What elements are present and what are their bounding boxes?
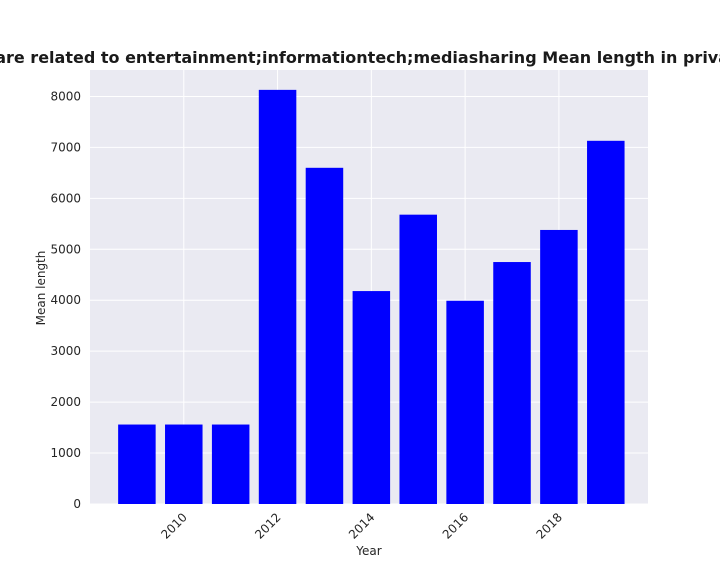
- bar-2019: [587, 140, 625, 504]
- y-tick-label: 6000: [50, 191, 81, 205]
- y-tick-label: 7000: [50, 140, 81, 154]
- y-tick-label: 3000: [50, 344, 81, 358]
- y-axis-ticks: 0 1000 2000 3000 4000 5000 6000 7000 8000: [50, 89, 81, 511]
- bars: [118, 89, 625, 505]
- x-tick-label: 2016: [440, 510, 471, 541]
- y-tick-label: 5000: [50, 242, 81, 256]
- x-axis-label: Year: [355, 544, 381, 558]
- bar-2018: [540, 229, 578, 504]
- x-tick-label: 2012: [252, 510, 283, 541]
- x-axis-ticks: 2010 2012 2014 2016 2018: [158, 510, 565, 541]
- x-tick-label: 2014: [346, 510, 377, 541]
- bar-2013: [305, 167, 344, 505]
- bar-2011: [211, 424, 250, 504]
- bar-2016: [446, 300, 484, 504]
- chart-title: egories are related to entertainment;inf…: [0, 48, 720, 67]
- y-axis-label: Mean length: [34, 251, 48, 326]
- y-tick-label: 8000: [50, 89, 81, 103]
- x-tick-label: 2010: [158, 510, 189, 541]
- y-tick-label: 0: [73, 497, 81, 511]
- bar-2017: [493, 262, 531, 504]
- bar-2015: [399, 214, 437, 504]
- y-tick-label: 2000: [50, 395, 81, 409]
- y-tick-label: 1000: [50, 446, 81, 460]
- bar-2009: [118, 424, 156, 504]
- bar-2014: [352, 291, 391, 504]
- y-tick-label: 4000: [50, 293, 81, 307]
- bar-2010: [165, 424, 203, 504]
- bar-2012: [258, 89, 297, 504]
- x-tick-label: 2018: [534, 510, 565, 541]
